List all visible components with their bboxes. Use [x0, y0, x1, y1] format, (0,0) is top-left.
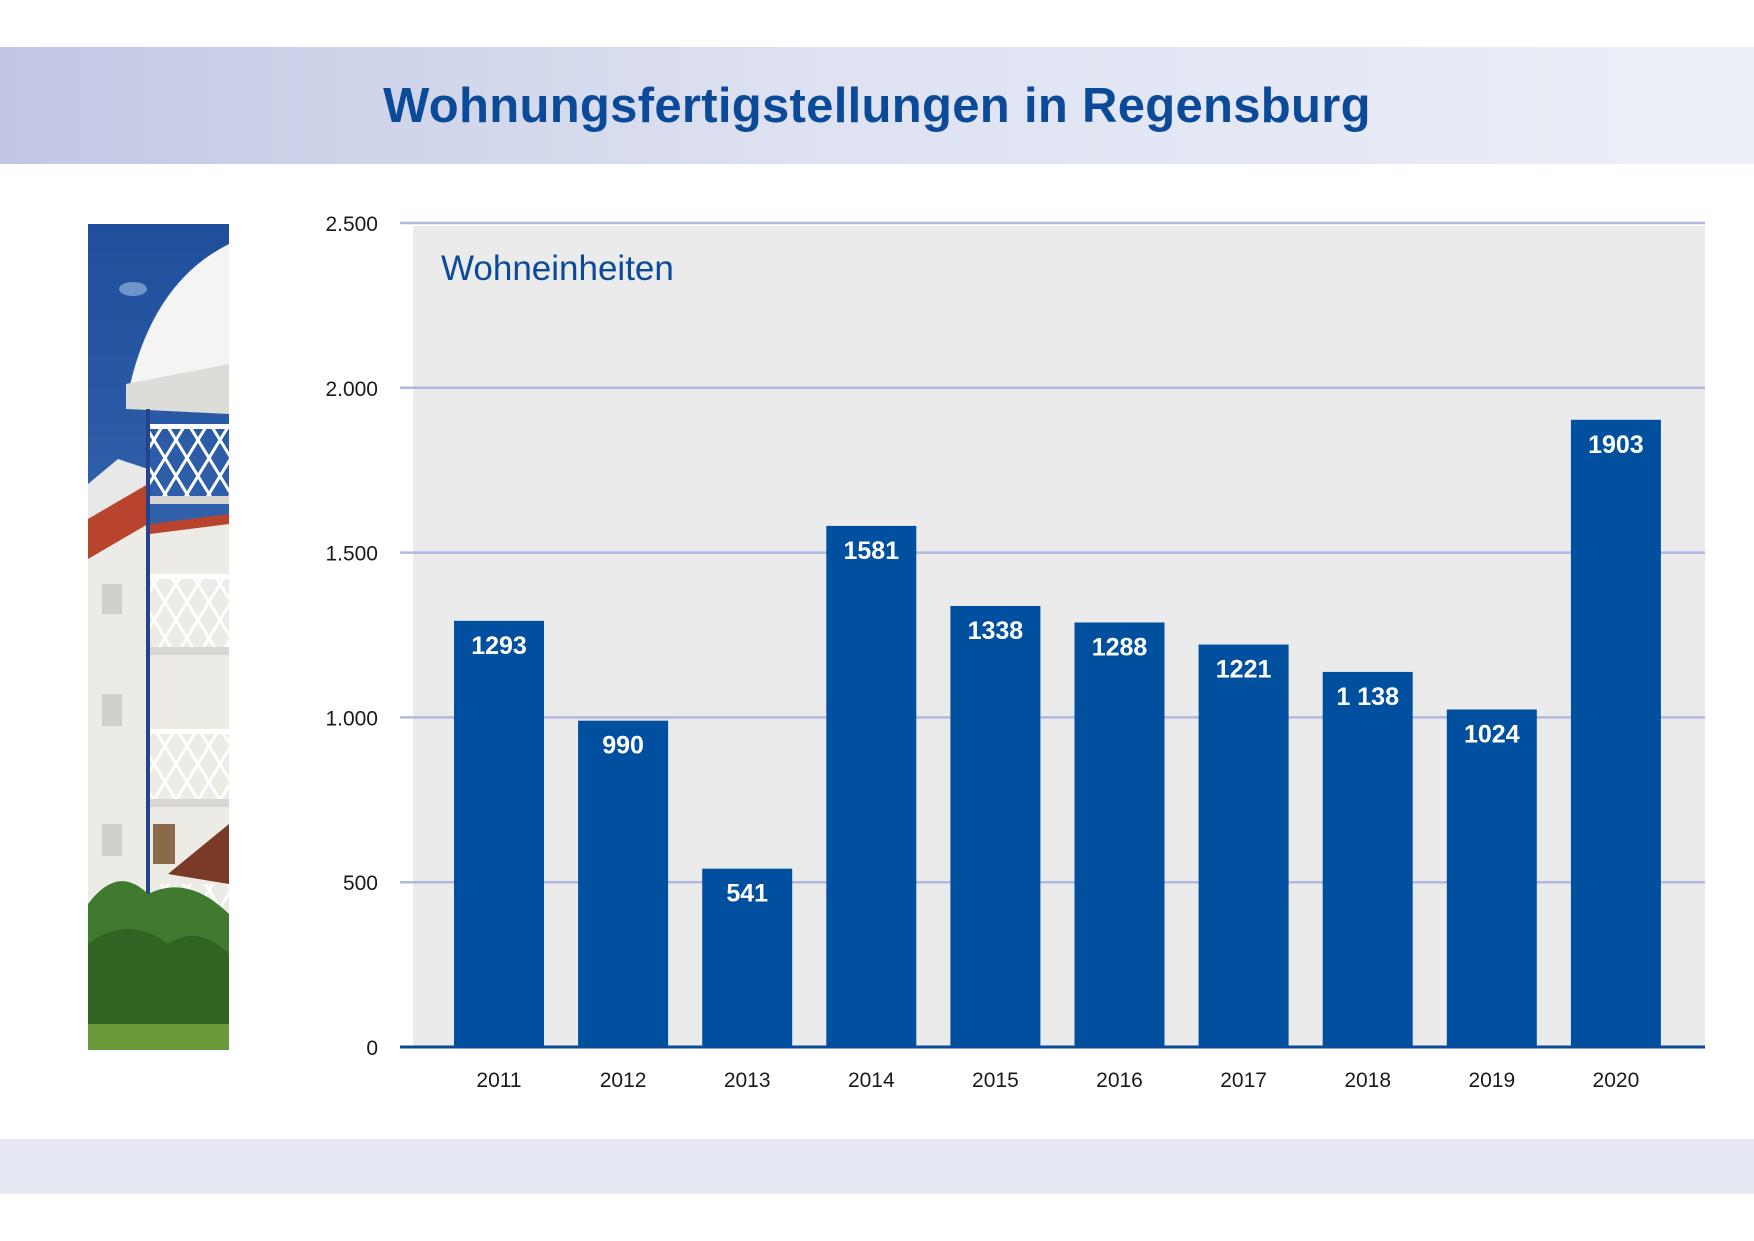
x-tick-label: 2018 [1344, 1069, 1391, 1092]
x-axis-labels: 2011 2012 2013 2014 2015 2016 2017 2018 2019 2020 [476, 1069, 1639, 1092]
bar-2017 [1198, 644, 1289, 1047]
bar-2014 [826, 525, 917, 1047]
bar-value-label: 1581 [843, 537, 899, 565]
bar-value-label: 1293 [471, 632, 527, 660]
y-tick-label: 0 [366, 1037, 378, 1060]
bar-value-label: 541 [726, 880, 768, 908]
x-tick-label: 2015 [972, 1069, 1019, 1092]
building-photo [88, 224, 229, 1050]
bar-value-label: 1 138 [1336, 683, 1399, 711]
bar-2020 [1570, 419, 1661, 1047]
bar-value-label: 1903 [1588, 431, 1644, 459]
bars: 1293 990 541 1581 1338 1288 1221 1 138 1024 1903 [454, 419, 1661, 1047]
y-tick-label: 1.000 [325, 707, 378, 730]
bar-value-label: 1288 [1092, 633, 1148, 661]
bar-value-label: 1024 [1464, 720, 1520, 748]
x-tick-label: 2016 [1096, 1069, 1143, 1092]
x-tick-label: 2020 [1593, 1069, 1640, 1092]
x-tick-label: 2013 [724, 1069, 771, 1092]
bar-2011 [454, 620, 544, 1047]
y-tick-label: 2.000 [325, 378, 378, 401]
y-tick-label: 500 [343, 872, 378, 895]
bar-2013 [702, 868, 793, 1047]
unit-label: Wohneinheiten [441, 249, 674, 288]
y-axis-labels: 0 500 1.000 1.500 2.000 2.500 [325, 213, 378, 1060]
page-title: Wohnungsfertigstellungen in Regensburg [383, 78, 1371, 133]
x-tick-label: 2012 [600, 1069, 647, 1092]
header-band: Wohnungsfertigstellungen in Regensburg [0, 47, 1754, 164]
bar-value-label: 1221 [1216, 656, 1272, 684]
bar-2015 [950, 605, 1041, 1047]
bar-value-label: 1338 [968, 617, 1024, 645]
bar-value-label: 990 [602, 732, 644, 760]
bar-2016 [1074, 622, 1165, 1047]
x-tick-label: 2014 [848, 1069, 895, 1092]
y-tick-label: 1.500 [325, 543, 378, 566]
bar-2019 [1446, 709, 1537, 1047]
bar-2012 [578, 720, 669, 1047]
x-tick-label: 2019 [1468, 1069, 1515, 1092]
x-tick-label: 2017 [1220, 1069, 1267, 1092]
footer-band [0, 1139, 1754, 1194]
bar-2018 [1322, 671, 1413, 1047]
y-tick-label: 2.500 [325, 213, 378, 236]
x-tick-label: 2011 [476, 1069, 521, 1092]
